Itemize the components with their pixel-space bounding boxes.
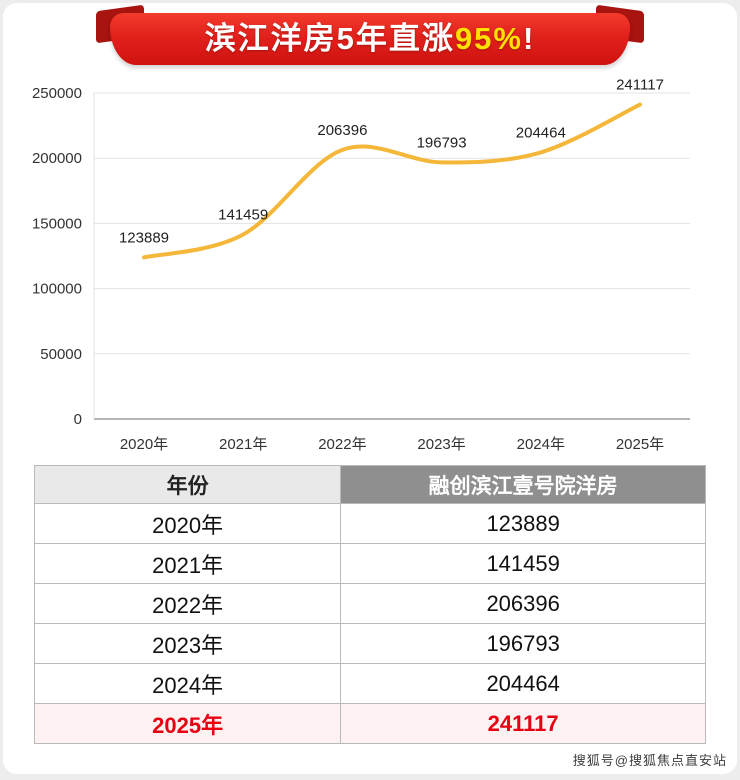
table-cell-year: 2020年 bbox=[33, 503, 342, 544]
data-label: 141459 bbox=[218, 207, 268, 224]
table-cell-year: 2022年 bbox=[33, 583, 342, 624]
table-cell-year: 2023年 bbox=[33, 623, 342, 664]
x-tick-label: 2023年 bbox=[417, 436, 465, 453]
y-tick-label: 200000 bbox=[32, 150, 82, 167]
banner-title-highlight: 95% bbox=[454, 21, 523, 56]
data-label: 206396 bbox=[317, 122, 367, 139]
table-header-year: 年份 bbox=[33, 465, 342, 504]
table-header-row: 年份 融创滨江壹号院洋房 bbox=[33, 465, 706, 504]
data-label: 241117 bbox=[616, 77, 664, 94]
table-cell-year: 2021年 bbox=[33, 543, 342, 584]
y-tick-label: 100000 bbox=[32, 281, 82, 298]
table-cell-value: 241117 bbox=[340, 703, 706, 744]
y-tick-label: 150000 bbox=[32, 215, 82, 232]
data-label: 204464 bbox=[516, 124, 566, 141]
table-row: 2021年 141459 bbox=[33, 543, 706, 584]
table-cell-value: 196793 bbox=[340, 623, 706, 664]
price-table: 年份 融创滨江壹号院洋房 2020年 123889 2021年 141459 2022年… bbox=[33, 465, 706, 744]
y-tick-label: 50000 bbox=[40, 346, 82, 363]
x-tick-label: 2020年 bbox=[120, 436, 168, 453]
table-cell-year: 2024年 bbox=[33, 663, 342, 704]
data-label: 196793 bbox=[417, 134, 467, 151]
data-label: 123889 bbox=[119, 229, 169, 246]
price-line bbox=[142, 102, 642, 260]
table-cell-value: 123889 bbox=[340, 503, 706, 544]
table-row: 2025年 241117 bbox=[33, 703, 706, 744]
x-tick-label: 2022年 bbox=[318, 436, 366, 453]
table-cell-value: 204464 bbox=[340, 663, 706, 704]
banner-title: 滨江洋房5年直涨95%! bbox=[205, 13, 536, 65]
x-tick-label: 2024年 bbox=[517, 436, 565, 453]
table-row: 2023年 196793 bbox=[33, 623, 706, 664]
table-row: 2022年 206396 bbox=[33, 583, 706, 624]
table-cell-value: 141459 bbox=[340, 543, 706, 584]
table-cell-value: 206396 bbox=[340, 583, 706, 624]
watermark: 搜狐号@搜狐焦点直安站 bbox=[572, 753, 727, 768]
x-tick-label: 2021年 bbox=[219, 436, 267, 453]
y-tick-label: 250000 bbox=[32, 85, 82, 102]
banner-title-main: 滨江洋房5年直涨 bbox=[204, 21, 455, 56]
table-row: 2020年 123889 bbox=[33, 503, 706, 544]
x-tick-label: 2025年 bbox=[616, 436, 664, 453]
table-header-value: 融创滨江壹号院洋房 bbox=[340, 465, 706, 504]
page-card: 滨江洋房5年直涨95%! 0 50000 100000 150000 200000 250… bbox=[3, 3, 737, 774]
table-row: 2024年 204464 bbox=[33, 663, 706, 704]
y-tick-label: 0 bbox=[74, 411, 82, 428]
banner-title-exclaim: ! bbox=[522, 21, 536, 56]
banner: 滨江洋房5年直涨95%! bbox=[3, 3, 737, 65]
table-cell-year: 2025年 bbox=[33, 703, 342, 744]
banner-ribbon: 滨江洋房5年直涨95%! bbox=[110, 13, 630, 65]
price-line-chart: 0 50000 100000 150000 200000 250000 2020年 2021年… bbox=[32, 77, 690, 453]
